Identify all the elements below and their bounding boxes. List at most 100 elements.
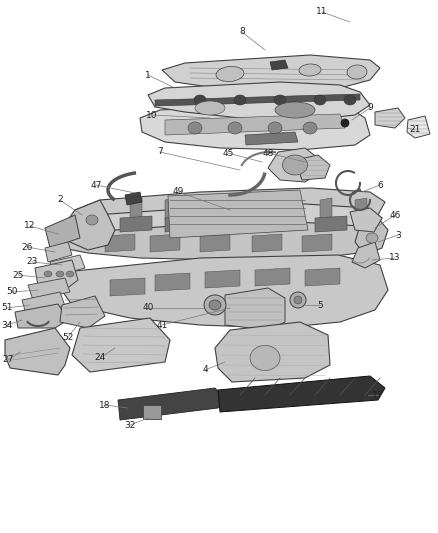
Text: 10: 10	[146, 110, 158, 119]
Text: 49: 49	[172, 188, 184, 197]
Text: 45: 45	[223, 149, 234, 157]
Ellipse shape	[275, 102, 315, 118]
Text: 11: 11	[316, 7, 328, 17]
Text: 48: 48	[262, 149, 274, 157]
Polygon shape	[118, 388, 225, 420]
Text: 7: 7	[157, 148, 163, 157]
Polygon shape	[215, 216, 247, 232]
Polygon shape	[205, 270, 240, 288]
Text: 9: 9	[367, 103, 373, 112]
Ellipse shape	[283, 155, 307, 175]
Polygon shape	[148, 82, 370, 120]
Text: 23: 23	[26, 257, 38, 266]
Polygon shape	[165, 216, 197, 232]
Polygon shape	[355, 218, 388, 255]
Polygon shape	[252, 234, 282, 252]
Text: 51: 51	[1, 303, 13, 312]
Polygon shape	[155, 273, 190, 291]
Polygon shape	[280, 198, 292, 220]
Polygon shape	[68, 204, 382, 240]
Ellipse shape	[86, 215, 98, 225]
Text: 18: 18	[99, 400, 111, 409]
Polygon shape	[350, 208, 382, 232]
Ellipse shape	[228, 122, 242, 134]
Ellipse shape	[194, 95, 206, 105]
Text: 17: 17	[372, 391, 384, 400]
Ellipse shape	[204, 295, 226, 315]
Polygon shape	[120, 216, 152, 232]
Polygon shape	[375, 108, 405, 128]
Text: 13: 13	[389, 254, 401, 262]
Polygon shape	[270, 60, 288, 70]
Text: 26: 26	[21, 243, 33, 252]
Polygon shape	[130, 198, 142, 220]
Polygon shape	[60, 296, 105, 328]
Polygon shape	[265, 216, 297, 232]
Text: 8: 8	[239, 28, 245, 36]
Text: 52: 52	[62, 333, 74, 342]
Polygon shape	[168, 190, 308, 238]
Polygon shape	[200, 198, 212, 220]
Polygon shape	[62, 200, 115, 250]
Ellipse shape	[294, 296, 302, 304]
Ellipse shape	[66, 271, 74, 277]
Polygon shape	[218, 376, 385, 412]
Ellipse shape	[216, 67, 244, 82]
Text: 32: 32	[124, 421, 136, 430]
Polygon shape	[110, 278, 145, 296]
Text: 4: 4	[202, 366, 208, 375]
Text: 46: 46	[389, 211, 401, 220]
Ellipse shape	[299, 64, 321, 76]
Ellipse shape	[268, 122, 282, 134]
Text: 2: 2	[57, 196, 63, 205]
Text: 50: 50	[6, 287, 18, 296]
Polygon shape	[245, 132, 298, 145]
Ellipse shape	[274, 95, 286, 105]
Text: 47: 47	[90, 181, 102, 190]
Polygon shape	[352, 242, 380, 268]
Text: 24: 24	[94, 353, 106, 362]
Text: 40: 40	[142, 303, 154, 312]
Ellipse shape	[347, 65, 367, 79]
Polygon shape	[255, 268, 290, 286]
Polygon shape	[75, 188, 385, 222]
Bar	[143, 405, 161, 419]
Polygon shape	[240, 198, 252, 220]
Ellipse shape	[250, 345, 280, 370]
Ellipse shape	[366, 233, 378, 243]
Polygon shape	[155, 94, 360, 106]
Polygon shape	[140, 104, 370, 150]
Polygon shape	[60, 222, 375, 260]
Polygon shape	[315, 216, 347, 232]
Polygon shape	[45, 215, 80, 248]
Ellipse shape	[234, 95, 246, 105]
Polygon shape	[15, 304, 68, 328]
Polygon shape	[165, 114, 345, 135]
Text: 3: 3	[395, 230, 401, 239]
Text: 34: 34	[1, 320, 13, 329]
Polygon shape	[295, 155, 330, 180]
Text: 21: 21	[410, 125, 420, 134]
Ellipse shape	[341, 119, 349, 127]
Text: 6: 6	[377, 181, 383, 190]
Text: 41: 41	[156, 320, 168, 329]
Ellipse shape	[195, 101, 225, 115]
Polygon shape	[50, 255, 85, 276]
Polygon shape	[72, 318, 170, 372]
Polygon shape	[225, 288, 285, 330]
Ellipse shape	[44, 271, 52, 277]
Polygon shape	[305, 268, 340, 286]
Polygon shape	[22, 292, 65, 314]
Ellipse shape	[209, 300, 221, 310]
Polygon shape	[268, 148, 320, 182]
Polygon shape	[125, 192, 142, 205]
Ellipse shape	[303, 122, 317, 134]
Ellipse shape	[314, 95, 326, 105]
Text: 25: 25	[12, 271, 24, 279]
Ellipse shape	[290, 292, 306, 308]
Text: 27: 27	[2, 356, 14, 365]
Text: 5: 5	[317, 301, 323, 310]
Polygon shape	[215, 322, 330, 382]
Polygon shape	[28, 278, 70, 300]
Polygon shape	[407, 116, 430, 138]
